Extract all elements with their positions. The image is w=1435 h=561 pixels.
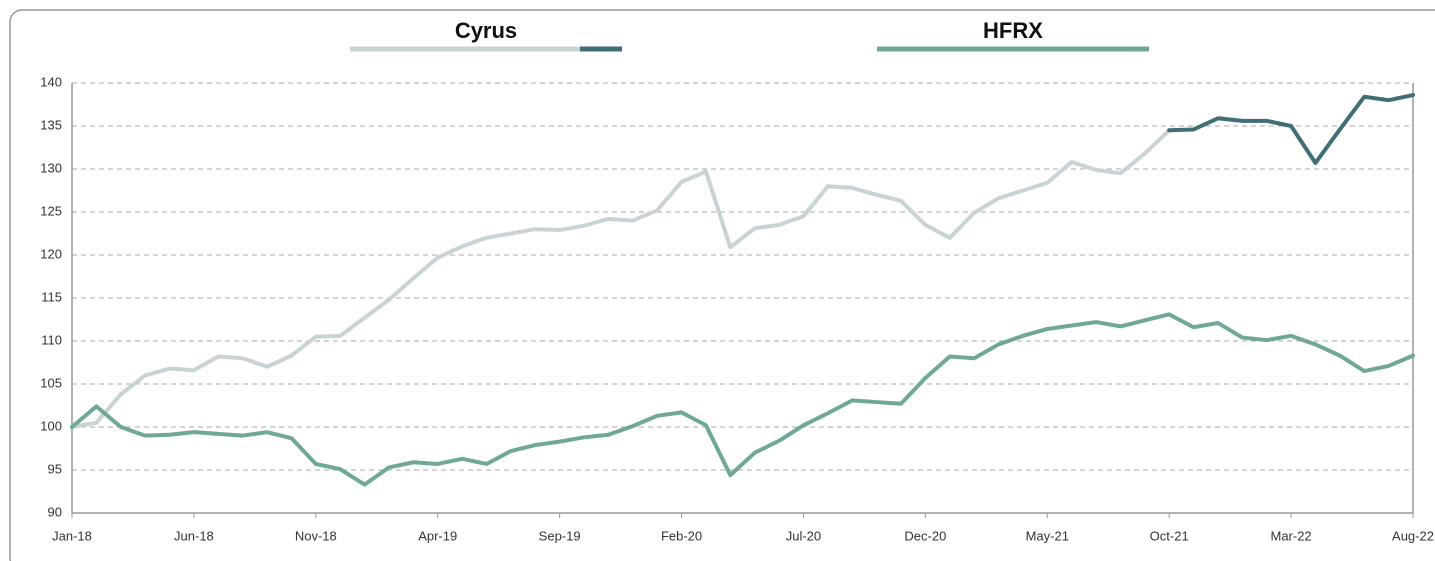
y-tick-label: 135 bbox=[40, 117, 62, 132]
y-tick-label: 140 bbox=[40, 74, 62, 89]
x-tick-label: Apr-19 bbox=[418, 528, 457, 543]
y-tick-label: 95 bbox=[48, 461, 62, 476]
legend-label: HFRX bbox=[983, 18, 1043, 43]
x-tick-label: Dec-20 bbox=[904, 528, 946, 543]
x-tick-label: Mar-22 bbox=[1270, 528, 1311, 543]
series-line bbox=[70, 312, 1415, 487]
x-tick-label: Feb-20 bbox=[661, 528, 702, 543]
x-tick-label: Jul-20 bbox=[786, 528, 821, 543]
x-tick-label: Jun-18 bbox=[174, 528, 214, 543]
x-tick-label: Nov-18 bbox=[295, 528, 337, 543]
series-line bbox=[70, 128, 1172, 429]
x-tick-label: Aug-22 bbox=[1392, 528, 1434, 543]
series-line-recent bbox=[1167, 93, 1415, 165]
y-tick-label: 105 bbox=[40, 375, 62, 390]
x-tick-label: Sep-19 bbox=[539, 528, 581, 543]
y-tick-label: 100 bbox=[40, 418, 62, 433]
y-tick-label: 90 bbox=[48, 504, 62, 519]
x-tick-label: May-21 bbox=[1026, 528, 1069, 543]
y-tick-label: 110 bbox=[41, 332, 62, 347]
legend-label: Cyrus bbox=[455, 18, 517, 43]
x-tick-label: Jan-18 bbox=[52, 528, 92, 543]
chart-border bbox=[9, 9, 1435, 561]
y-tick-label: 130 bbox=[40, 160, 62, 175]
y-tick-label: 125 bbox=[40, 203, 62, 218]
x-tick-label: Oct-21 bbox=[1150, 528, 1189, 543]
y-tick-label: 120 bbox=[40, 246, 62, 261]
y-tick-label: 115 bbox=[41, 289, 62, 304]
